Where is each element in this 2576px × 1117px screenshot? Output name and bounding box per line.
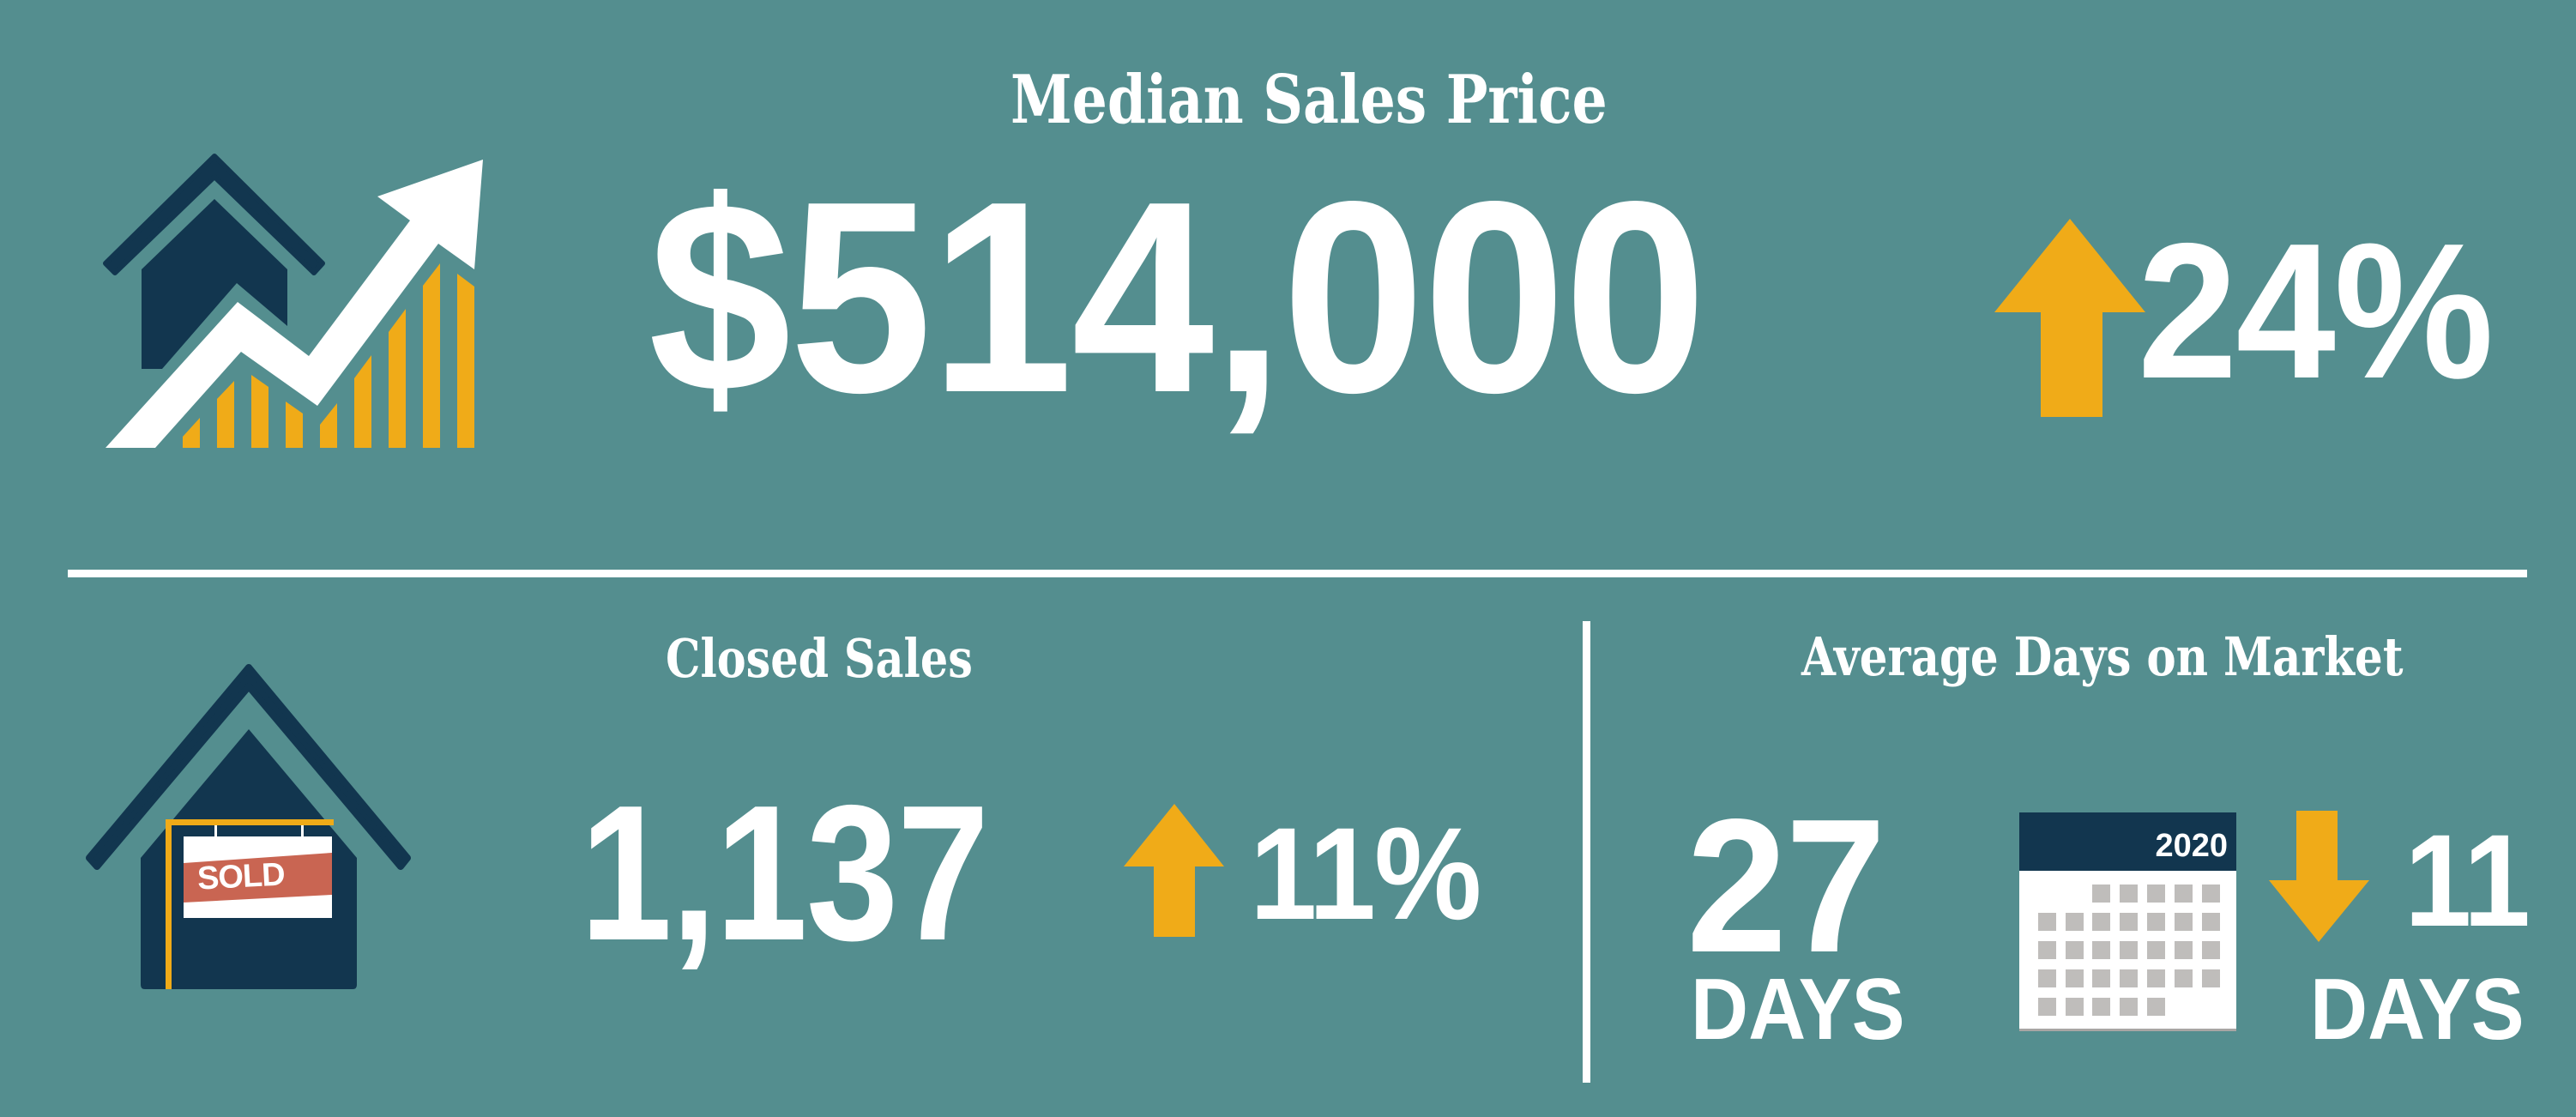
average-days-change-unit: DAYS bbox=[2310, 962, 2525, 1058]
average-days-change: 11 bbox=[2404, 807, 2531, 954]
calendar-grid bbox=[2038, 885, 2220, 1016]
arrow-up-icon bbox=[1124, 804, 1224, 937]
sold-sign-text: SOLD bbox=[196, 856, 286, 897]
median-sales-price-value: $514,000 bbox=[649, 145, 1707, 450]
calendar-year: 2020 bbox=[2155, 828, 2228, 864]
arrow-up-icon bbox=[1994, 219, 2145, 417]
calendar-header bbox=[2019, 812, 2236, 871]
median-sales-price-title: Median Sales Price bbox=[1010, 61, 1608, 139]
average-days-title: Average Days on Market bbox=[1801, 625, 2404, 688]
horizontal-divider bbox=[68, 570, 2527, 577]
average-days-value: 27 bbox=[1686, 780, 1886, 993]
average-days-unit: DAYS bbox=[1691, 962, 1905, 1058]
arrow-down-icon bbox=[2269, 811, 2369, 942]
house-chart-rising-icon bbox=[103, 154, 483, 448]
closed-sales-title: Closed Sales bbox=[666, 627, 973, 690]
vertical-divider bbox=[1583, 621, 1590, 1083]
median-sales-price-change: 24% bbox=[2138, 202, 2494, 419]
house-sold-sign-icon bbox=[86, 664, 411, 989]
closed-sales-value: 1,137 bbox=[580, 764, 989, 981]
closed-sales-change: 11% bbox=[1250, 800, 1481, 947]
calendar-icon: 2020 bbox=[2019, 812, 2236, 1031]
